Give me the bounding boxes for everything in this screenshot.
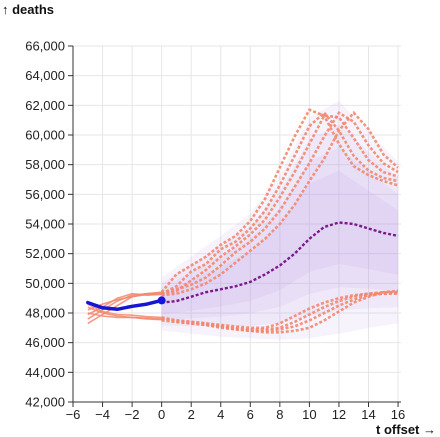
x-tick-label: −6 — [66, 407, 81, 422]
x-tick-label: 16 — [391, 407, 405, 422]
observed-series — [86, 296, 166, 312]
x-tick-label: 12 — [332, 407, 346, 422]
x-tick-label: 10 — [302, 407, 316, 422]
y-tick-label: 54,000 — [25, 217, 65, 232]
x-tick-label: 2 — [188, 407, 195, 422]
y-tick-label: 58,000 — [25, 157, 65, 172]
y-tick-label: 66,000 — [25, 39, 65, 54]
y-tick-label: 44,000 — [25, 365, 65, 380]
median-forecast — [161, 221, 399, 304]
y-tick-label: 56,000 — [25, 187, 65, 202]
y-tick-label: 46,000 — [25, 335, 65, 350]
band-layer-3 — [161, 170, 399, 315]
forecast-sample-line — [161, 114, 399, 297]
forecast-sample-line — [160, 108, 399, 294]
median-line — [161, 221, 399, 304]
y-tick-label: 50,000 — [25, 276, 65, 291]
x-tick-label: 4 — [217, 407, 224, 422]
y-tick-label: 52,000 — [25, 246, 65, 261]
x-axis-label: t offset → — [376, 422, 436, 437]
x-tick-label: 0 — [158, 407, 165, 422]
observed-last-point — [157, 296, 166, 305]
forecast-sample-line — [161, 111, 399, 295]
x-tick-label: −4 — [95, 407, 110, 422]
y-tick-label: 64,000 — [25, 68, 65, 83]
history-sample-line — [87, 306, 162, 320]
x-tick-label: 6 — [247, 407, 254, 422]
x-tick-label: −2 — [125, 407, 140, 422]
observed-line — [86, 298, 164, 312]
forecast-sample-line — [161, 110, 399, 297]
band-layer-0 — [161, 100, 399, 340]
y-tick-label: 48,000 — [25, 306, 65, 321]
y-tick-label: 60,000 — [25, 128, 65, 143]
forecast-samples — [160, 108, 399, 334]
forecast-sample-line — [161, 289, 399, 334]
band-layer-2 — [161, 147, 399, 321]
x-tick-label: 8 — [276, 407, 283, 422]
history-sample-line — [87, 303, 162, 319]
y-axis-label: ↑ deaths — [2, 2, 54, 17]
y-tick-label: 62,000 — [25, 98, 65, 113]
axes: −6 −4 −2 0 2 4 6 8 10 12 14 16 42,000 44,000 46,000 48,… — [25, 39, 405, 423]
y-tick-label: 42,000 — [25, 395, 65, 410]
x-tick-label: 14 — [361, 407, 375, 422]
